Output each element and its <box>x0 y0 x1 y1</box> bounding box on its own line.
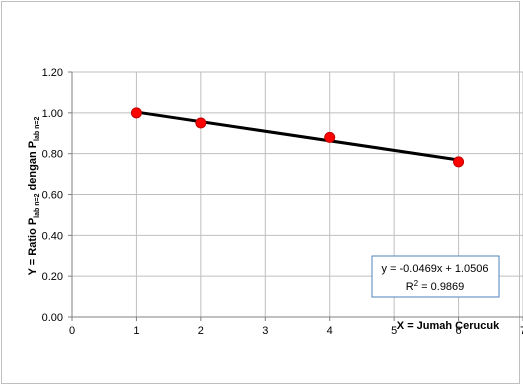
y-tick-label: 1.20 <box>42 67 63 79</box>
data-point <box>324 131 336 143</box>
y-tick-label: 0.60 <box>42 190 63 202</box>
y-axis-title-part2: dengan P <box>27 141 39 194</box>
y-tick-label: 0.80 <box>42 149 63 161</box>
x-tick-label: 2 <box>198 325 204 337</box>
data-point <box>195 117 207 129</box>
y-axis-title-sub2: lab n=2 <box>34 117 41 141</box>
x-tick-label: 3 <box>262 325 268 337</box>
y-tick-labels: 0.00 0.20 0.40 0.60 0.80 1.00 1.20 <box>42 67 63 324</box>
y-axis-title-sub1: lab n=2 <box>34 193 41 217</box>
trendline-equation: y = -0.0469x + 1.0506 <box>381 263 488 275</box>
r-squared-symbol: R <box>406 281 414 293</box>
trendline-equation-box: y = -0.0469x + 1.0506 R2 = 0.9869 <box>371 255 500 298</box>
r-squared-superscript: 2 <box>414 279 419 288</box>
linear-trendline <box>134 110 461 162</box>
x-tick-label: 0 <box>69 325 75 337</box>
x-tick-label: 4 <box>327 325 333 337</box>
x-tick-labels: 0 1 2 3 4 5 6 7 <box>69 325 523 337</box>
axes <box>68 71 523 321</box>
y-tick-label: 0.40 <box>42 230 63 242</box>
y-axis-title: Y = Ratio Plab n=2 dengan Plab n=2 <box>27 117 41 276</box>
r-squared-label: R2 = 0.9869 <box>406 279 465 293</box>
data-point <box>453 156 465 168</box>
data-point <box>130 107 142 119</box>
x-tick-label: 6 <box>456 325 462 337</box>
y-tick-label: 0.00 <box>42 312 63 324</box>
x-axis-title: X = Jumah Cerucuk <box>397 320 500 332</box>
x-tick-label: 1 <box>133 325 139 337</box>
y-tick-label: 1.00 <box>42 108 63 120</box>
equation-box-border <box>371 255 500 298</box>
trendline <box>134 110 461 162</box>
data-points <box>130 107 465 168</box>
x-tick-label: 7 <box>520 325 523 337</box>
r-squared-value: = 0.9869 <box>418 281 464 293</box>
x-tick-label: 5 <box>391 325 397 337</box>
y-tick-label: 0.20 <box>42 271 63 283</box>
y-axis-title-part1: Y = Ratio P <box>27 218 39 276</box>
